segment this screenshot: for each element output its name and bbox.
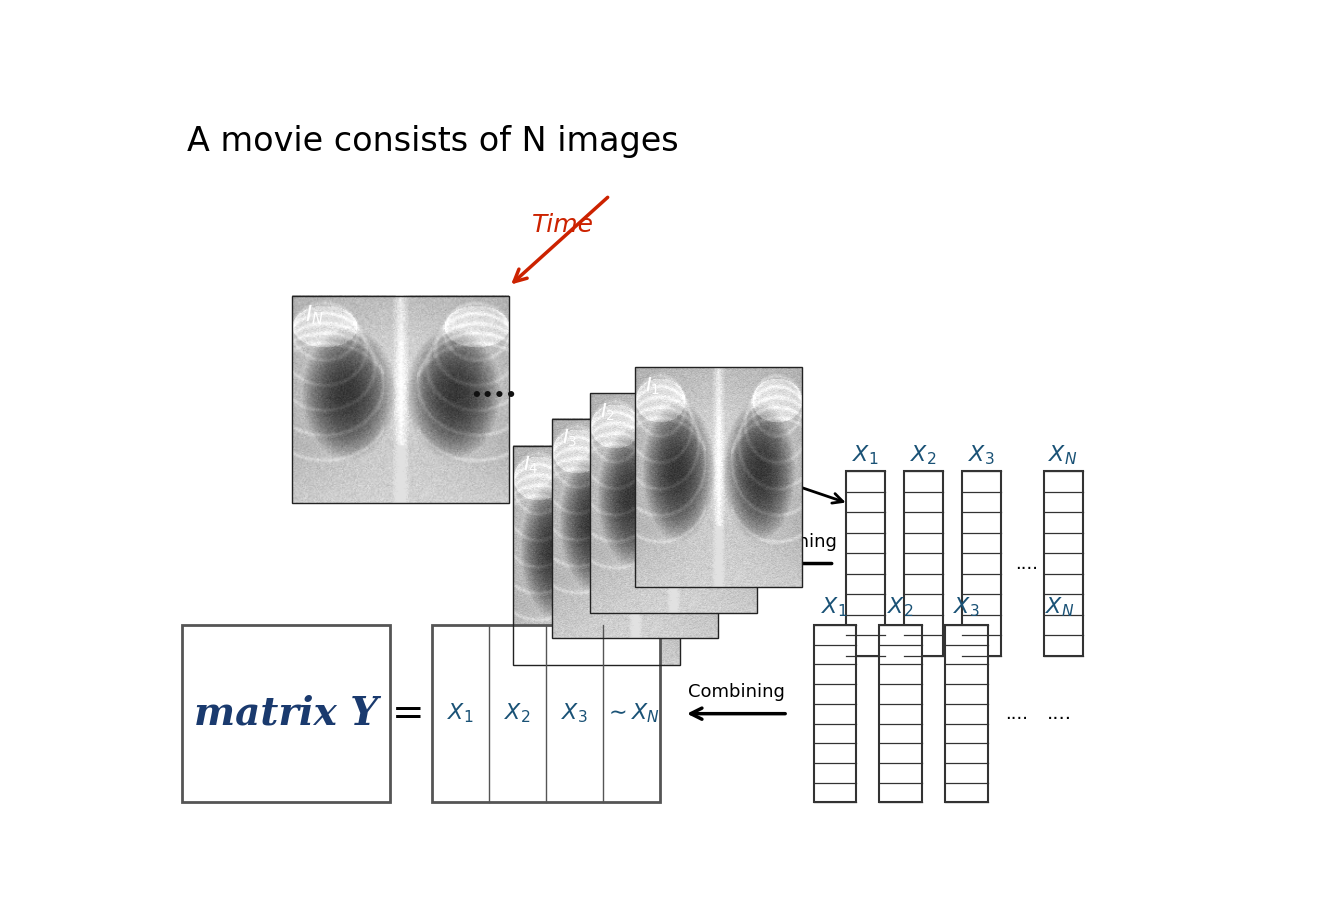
Bar [905,471,943,656]
Text: 1-dimensional
rearranging: 1-dimensional rearranging [660,486,788,528]
Text: $X_1$: $X_1$ [821,595,848,619]
Text: $X_N$: $X_N$ [1044,595,1074,619]
Text: $X_1$: $X_1$ [852,444,879,467]
Bar [636,367,802,587]
Bar [847,471,884,656]
Text: $X_3$: $X_3$ [953,595,980,619]
Bar [962,471,1001,656]
Text: Time: Time [532,212,594,236]
Text: matrix Y: matrix Y [194,695,378,733]
Text: $I_1$: $I_1$ [645,376,660,397]
Text: $X_3$: $X_3$ [560,701,587,725]
Text: $I_3$: $I_3$ [562,427,577,449]
Text: Combining: Combining [739,533,836,551]
Bar [945,625,988,802]
Bar [431,625,660,802]
Text: $X_2$: $X_2$ [504,701,531,725]
Text: ....: .... [1015,555,1038,572]
Text: ....: .... [470,371,517,404]
Bar [879,625,922,802]
Text: $X_N$: $X_N$ [1048,444,1078,467]
Text: $I_N$: $I_N$ [305,304,324,328]
Text: $X_1$: $X_1$ [446,701,473,725]
Text: =: = [392,695,425,733]
Bar [813,625,856,802]
Text: $I_2$: $I_2$ [601,402,616,424]
Text: $I_4$: $I_4$ [523,454,539,475]
Text: Combining: Combining [688,683,785,701]
Text: ....: .... [1005,704,1028,723]
Bar [292,295,509,503]
Bar [513,446,680,665]
Text: $\sim X_N$: $\sim X_N$ [603,701,660,725]
Bar [181,625,390,802]
Text: A movie consists of N images: A movie consists of N images [187,125,679,158]
Text: ....: .... [1047,704,1071,723]
Bar [551,419,718,638]
Text: $X_2$: $X_2$ [887,595,914,619]
Text: $X_3$: $X_3$ [969,444,995,467]
Bar [1044,471,1082,656]
Text: $X_2$: $X_2$ [910,444,937,467]
Bar [590,393,757,613]
